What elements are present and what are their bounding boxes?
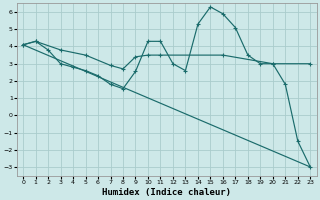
X-axis label: Humidex (Indice chaleur): Humidex (Indice chaleur) [102, 188, 231, 197]
